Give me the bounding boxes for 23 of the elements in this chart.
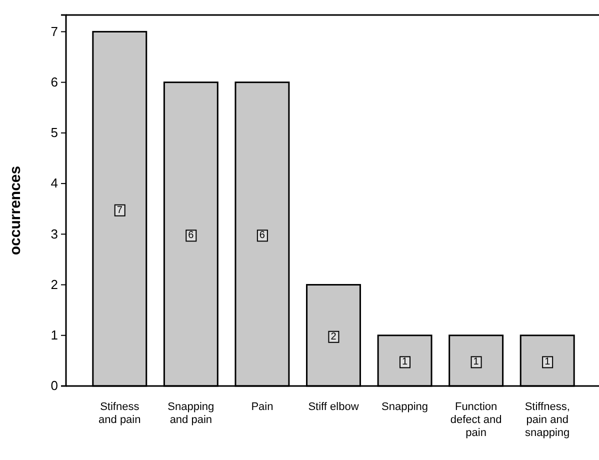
x-tick-label: Function defect and pain bbox=[450, 401, 502, 439]
data-label: 7 bbox=[116, 204, 123, 216]
x-tick-label: Stiffness, pain and snapping bbox=[524, 401, 570, 439]
data-label: 1 bbox=[473, 356, 480, 368]
y-tick-label: 6 bbox=[50, 74, 58, 90]
y-tick-label: 4 bbox=[50, 176, 58, 191]
y-axis-title: occurrences bbox=[7, 166, 24, 256]
y-tick-label: 2 bbox=[50, 276, 58, 292]
x-tick-label: Stiff elbow bbox=[308, 401, 359, 413]
y-tick-label: 5 bbox=[50, 125, 58, 140]
data-label: 6 bbox=[259, 230, 266, 242]
data-label: 2 bbox=[330, 331, 337, 342]
x-tick-label: Snapping and pain bbox=[168, 401, 214, 426]
data-label: 6 bbox=[188, 230, 194, 242]
x-tick-label: Pain bbox=[251, 401, 274, 413]
data-label: 1 bbox=[402, 356, 408, 368]
y-tick-label: 0 bbox=[50, 378, 58, 394]
y-tick-label: 7 bbox=[50, 24, 58, 39]
data-label: 1 bbox=[544, 356, 551, 368]
x-tick-label: Snapping bbox=[382, 401, 428, 413]
x-tick-label: Stifness and pain bbox=[98, 401, 141, 426]
y-tick-label: 3 bbox=[50, 226, 58, 242]
y-tick-label: 1 bbox=[50, 328, 58, 343]
